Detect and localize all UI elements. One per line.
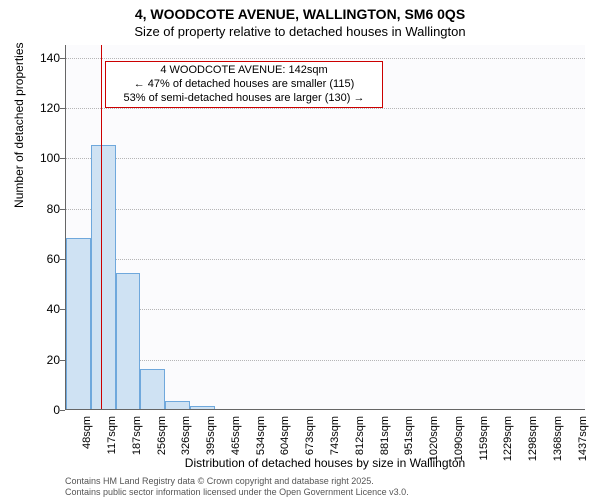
x-tick-label: 117sqm [106, 416, 118, 454]
callout-box: 4 WOODCOTE AVENUE: 142sqm← 47% of detach… [105, 61, 383, 108]
y-tick-label: 40 [5, 302, 60, 316]
x-tick-label: 256sqm [156, 416, 168, 455]
x-tick-label: 187sqm [131, 416, 143, 455]
x-axis-label: Distribution of detached houses by size … [65, 456, 585, 470]
x-tick-label: 395sqm [205, 416, 217, 455]
y-tick-mark [60, 410, 65, 411]
x-tick-label: 604sqm [279, 416, 291, 455]
chart-container: 4, WOODCOTE AVENUE, WALLINGTON, SM6 0QS … [0, 0, 600, 500]
chart-title-line1: 4, WOODCOTE AVENUE, WALLINGTON, SM6 0QS [0, 6, 600, 22]
attribution-line2: Contains public sector information licen… [65, 487, 409, 498]
x-tick-label: 1159sqm [478, 416, 490, 460]
y-tick-label: 80 [5, 202, 60, 216]
plot-area: 4 WOODCOTE AVENUE: 142sqm← 47% of detach… [65, 45, 585, 410]
x-tick-label: 1020sqm [428, 416, 440, 461]
histogram-bar [116, 273, 141, 409]
chart-title-line2: Size of property relative to detached ho… [0, 24, 600, 39]
x-tick-label: 1298sqm [527, 416, 539, 461]
callout-line2: ← 47% of detached houses are smaller (11… [112, 78, 376, 92]
x-tick-label: 1437sqm [577, 416, 589, 461]
callout-line1: 4 WOODCOTE AVENUE: 142sqm [112, 64, 376, 78]
gridline [66, 360, 585, 361]
y-tick-label: 20 [5, 353, 60, 367]
y-tick-label: 120 [5, 101, 60, 115]
histogram-bar [165, 401, 190, 409]
histogram-bar [190, 406, 215, 409]
callout-line3: 53% of semi-detached houses are larger (… [112, 92, 376, 106]
gridline [66, 58, 585, 59]
x-tick-label: 326sqm [180, 416, 192, 455]
x-tick-label: 48sqm [81, 416, 93, 449]
attribution-text: Contains HM Land Registry data © Crown c… [65, 476, 409, 498]
x-tick-label: 743sqm [329, 416, 341, 455]
gridline [66, 158, 585, 159]
gridline [66, 209, 585, 210]
x-tick-label: 465sqm [230, 416, 242, 455]
attribution-line1: Contains HM Land Registry data © Crown c… [65, 476, 409, 487]
gridline [66, 309, 585, 310]
y-tick-label: 140 [5, 51, 60, 65]
x-tick-label: 812sqm [354, 416, 366, 455]
y-tick-label: 100 [5, 151, 60, 165]
x-tick-label: 534sqm [255, 416, 267, 455]
histogram-bar [91, 145, 116, 409]
y-tick-label: 0 [5, 403, 60, 417]
x-tick-label: 1229sqm [502, 416, 514, 461]
x-tick-label: 1368sqm [552, 416, 564, 461]
x-tick-label: 881sqm [379, 416, 391, 455]
histogram-bar [140, 369, 165, 409]
y-tick-label: 60 [5, 252, 60, 266]
property-marker-line [101, 45, 102, 409]
x-tick-label: 1090sqm [453, 416, 465, 461]
histogram-bar [66, 238, 91, 409]
gridline [66, 259, 585, 260]
x-tick-label: 951sqm [403, 416, 415, 455]
x-tick-label: 673sqm [304, 416, 316, 455]
